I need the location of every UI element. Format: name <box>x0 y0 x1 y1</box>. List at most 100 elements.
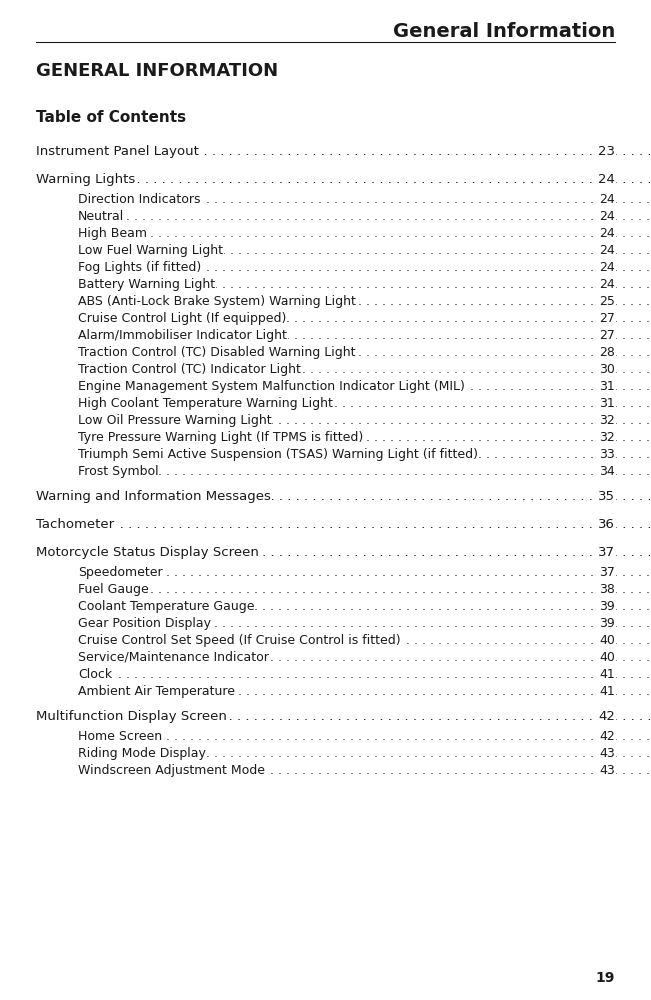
Text: Multifunction Display Screen: Multifunction Display Screen <box>36 710 227 723</box>
Text: Fuel Gauge: Fuel Gauge <box>78 583 148 596</box>
Text: Home Screen: Home Screen <box>78 730 162 743</box>
Text: . . . . . . . . . . . . . . . . . . . . . . . . . . . . . . . . . . . . . . . . : . . . . . . . . . . . . . . . . . . . . … <box>78 431 651 444</box>
Text: Cruise Control Set Speed (If Cruise Control is fitted): Cruise Control Set Speed (If Cruise Cont… <box>78 634 400 647</box>
Text: 43: 43 <box>600 764 615 777</box>
Text: 28: 28 <box>599 346 615 359</box>
Text: 24: 24 <box>600 278 615 291</box>
Text: Instrument Panel Layout: Instrument Panel Layout <box>36 145 199 158</box>
Text: Engine Management System Malfunction Indicator Light (MIL): Engine Management System Malfunction Ind… <box>78 380 465 393</box>
Text: Speedometer: Speedometer <box>78 566 163 579</box>
Text: . . . . . . . . . . . . . . . . . . . . . . . . . . . . . . . . . . . . . . . . : . . . . . . . . . . . . . . . . . . . . … <box>78 685 651 698</box>
Text: . . . . . . . . . . . . . . . . . . . . . . . . . . . . . . . . . . . . . . . . : . . . . . . . . . . . . . . . . . . . . … <box>78 747 651 760</box>
Text: 38: 38 <box>599 583 615 596</box>
Text: 40: 40 <box>599 634 615 647</box>
Text: 37: 37 <box>599 566 615 579</box>
Text: High Coolant Temperature Warning Light: High Coolant Temperature Warning Light <box>78 397 333 410</box>
Text: . . . . . . . . . . . . . . . . . . . . . . . . . . . . . . . . . . . . . . . . : . . . . . . . . . . . . . . . . . . . . … <box>78 312 651 325</box>
Text: . . . . . . . . . . . . . . . . . . . . . . . . . . . . . . . . . . . . . . . . : . . . . . . . . . . . . . . . . . . . . … <box>78 210 651 223</box>
Text: Table of Contents: Table of Contents <box>36 110 186 125</box>
Text: 42: 42 <box>598 710 615 723</box>
Text: 31: 31 <box>600 380 615 393</box>
Text: . . . . . . . . . . . . . . . . . . . . . . . . . . . . . . . . . . . . . . . . : . . . . . . . . . . . . . . . . . . . . … <box>78 566 651 579</box>
Text: 31: 31 <box>600 397 615 410</box>
Text: Low Oil Pressure Warning Light: Low Oil Pressure Warning Light <box>78 414 271 427</box>
Text: . . . . . . . . . . . . . . . . . . . . . . . . . . . . . . . . . . . . . . . . : . . . . . . . . . . . . . . . . . . . . … <box>78 583 651 596</box>
Text: GENERAL INFORMATION: GENERAL INFORMATION <box>36 62 278 80</box>
Text: 24: 24 <box>600 227 615 240</box>
Text: Warning and Information Messages: Warning and Information Messages <box>36 490 271 503</box>
Text: 24: 24 <box>600 244 615 257</box>
Text: Tachometer: Tachometer <box>36 518 114 531</box>
Text: . . . . . . . . . . . . . . . . . . . . . . . . . . . . . . . . . . . . . . . . : . . . . . . . . . . . . . . . . . . . . … <box>78 397 651 410</box>
Text: . . . . . . . . . . . . . . . . . . . . . . . . . . . . . . . . . . . . . . . . : . . . . . . . . . . . . . . . . . . . . … <box>78 465 651 478</box>
Text: 25: 25 <box>599 295 615 308</box>
Text: . . . . . . . . . . . . . . . . . . . . . . . . . . . . . . . . . . . . . . . . : . . . . . . . . . . . . . . . . . . . . … <box>78 764 651 777</box>
Text: . . . . . . . . . . . . . . . . . . . . . . . . . . . . . . . . . . . . . . . . : . . . . . . . . . . . . . . . . . . . . … <box>78 261 651 274</box>
Text: 32: 32 <box>600 431 615 444</box>
Text: 30: 30 <box>599 363 615 376</box>
Text: . . . . . . . . . . . . . . . . . . . . . . . . . . . . . . . . . . . . . . . . : . . . . . . . . . . . . . . . . . . . . … <box>78 295 651 308</box>
Text: Riding Mode Display: Riding Mode Display <box>78 747 206 760</box>
Text: . . . . . . . . . . . . . . . . . . . . . . . . . . . . . . . . . . . . . . . . : . . . . . . . . . . . . . . . . . . . . … <box>78 363 651 376</box>
Text: 27: 27 <box>599 329 615 342</box>
Text: . . . . . . . . . . . . . . . . . . . . . . . . . . . . . . . . . . . . . . . . : . . . . . . . . . . . . . . . . . . . . … <box>78 329 651 342</box>
Text: 37: 37 <box>598 546 615 559</box>
Text: 34: 34 <box>600 465 615 478</box>
Text: Traction Control (TC) Disabled Warning Light: Traction Control (TC) Disabled Warning L… <box>78 346 355 359</box>
Text: 33: 33 <box>600 448 615 461</box>
Text: Warning Lights: Warning Lights <box>36 173 135 186</box>
Text: Clock: Clock <box>78 668 112 681</box>
Text: . . . . . . . . . . . . . . . . . . . . . . . . . . . . . . . . . . . . . . . . : . . . . . . . . . . . . . . . . . . . . … <box>78 227 651 240</box>
Text: 27: 27 <box>599 312 615 325</box>
Text: Coolant Temperature Gauge: Coolant Temperature Gauge <box>78 600 255 613</box>
Text: . . . . . . . . . . . . . . . . . . . . . . . . . . . . . . . . . . . . . . . . : . . . . . . . . . . . . . . . . . . . . … <box>36 710 651 723</box>
Text: 24: 24 <box>600 210 615 223</box>
Text: . . . . . . . . . . . . . . . . . . . . . . . . . . . . . . . . . . . . . . . . : . . . . . . . . . . . . . . . . . . . . … <box>78 617 651 630</box>
Text: . . . . . . . . . . . . . . . . . . . . . . . . . . . . . . . . . . . . . . . . : . . . . . . . . . . . . . . . . . . . . … <box>78 380 651 393</box>
Text: . . . . . . . . . . . . . . . . . . . . . . . . . . . . . . . . . . . . . . . . : . . . . . . . . . . . . . . . . . . . . … <box>78 193 651 206</box>
Text: Battery Warning Light: Battery Warning Light <box>78 278 215 291</box>
Text: Traction Control (TC) Indicator Light: Traction Control (TC) Indicator Light <box>78 363 301 376</box>
Text: 19: 19 <box>596 971 615 985</box>
Text: . . . . . . . . . . . . . . . . . . . . . . . . . . . . . . . . . . . . . . . . : . . . . . . . . . . . . . . . . . . . . … <box>78 448 651 461</box>
Text: 42: 42 <box>600 730 615 743</box>
Text: Fog Lights (if fitted): Fog Lights (if fitted) <box>78 261 201 274</box>
Text: ABS (Anti-Lock Brake System) Warning Light: ABS (Anti-Lock Brake System) Warning Lig… <box>78 295 356 308</box>
Text: Service/Maintenance Indicator: Service/Maintenance Indicator <box>78 651 269 664</box>
Text: 36: 36 <box>598 518 615 531</box>
Text: . . . . . . . . . . . . . . . . . . . . . . . . . . . . . . . . . . . . . . . . : . . . . . . . . . . . . . . . . . . . . … <box>78 634 651 647</box>
Text: 24: 24 <box>598 173 615 186</box>
Text: General Information: General Information <box>393 22 615 41</box>
Text: Gear Position Display: Gear Position Display <box>78 617 211 630</box>
Text: . . . . . . . . . . . . . . . . . . . . . . . . . . . . . . . . . . . . . . . . : . . . . . . . . . . . . . . . . . . . . … <box>78 651 651 664</box>
Text: 24: 24 <box>600 193 615 206</box>
Text: Alarm/Immobiliser Indicator Light: Alarm/Immobiliser Indicator Light <box>78 329 287 342</box>
Text: . . . . . . . . . . . . . . . . . . . . . . . . . . . . . . . . . . . . . . . . : . . . . . . . . . . . . . . . . . . . . … <box>78 668 651 681</box>
Text: . . . . . . . . . . . . . . . . . . . . . . . . . . . . . . . . . . . . . . . . : . . . . . . . . . . . . . . . . . . . . … <box>36 173 651 186</box>
Text: 23: 23 <box>598 145 615 158</box>
Text: 35: 35 <box>598 490 615 503</box>
Text: . . . . . . . . . . . . . . . . . . . . . . . . . . . . . . . . . . . . . . . . : . . . . . . . . . . . . . . . . . . . . … <box>78 278 651 291</box>
Text: Low Fuel Warning Light: Low Fuel Warning Light <box>78 244 223 257</box>
Text: Cruise Control Light (If equipped): Cruise Control Light (If equipped) <box>78 312 286 325</box>
Text: Neutral: Neutral <box>78 210 124 223</box>
Text: 39: 39 <box>600 600 615 613</box>
Text: 24: 24 <box>600 261 615 274</box>
Text: 41: 41 <box>600 685 615 698</box>
Text: 43: 43 <box>600 747 615 760</box>
Text: . . . . . . . . . . . . . . . . . . . . . . . . . . . . . . . . . . . . . . . . : . . . . . . . . . . . . . . . . . . . . … <box>78 730 651 743</box>
Text: . . . . . . . . . . . . . . . . . . . . . . . . . . . . . . . . . . . . . . . . : . . . . . . . . . . . . . . . . . . . . … <box>78 600 651 613</box>
Text: . . . . . . . . . . . . . . . . . . . . . . . . . . . . . . . . . . . . . . . . : . . . . . . . . . . . . . . . . . . . . … <box>36 518 651 531</box>
Text: Triumph Semi Active Suspension (TSAS) Warning Light (if fitted): Triumph Semi Active Suspension (TSAS) Wa… <box>78 448 478 461</box>
Text: Direction Indicators: Direction Indicators <box>78 193 201 206</box>
Text: High Beam: High Beam <box>78 227 147 240</box>
Text: . . . . . . . . . . . . . . . . . . . . . . . . . . . . . . . . . . . . . . . . : . . . . . . . . . . . . . . . . . . . . … <box>78 414 651 427</box>
Text: . . . . . . . . . . . . . . . . . . . . . . . . . . . . . . . . . . . . . . . . : . . . . . . . . . . . . . . . . . . . . … <box>36 546 651 559</box>
Text: . . . . . . . . . . . . . . . . . . . . . . . . . . . . . . . . . . . . . . . . : . . . . . . . . . . . . . . . . . . . . … <box>36 145 651 158</box>
Text: 39: 39 <box>600 617 615 630</box>
Text: Ambient Air Temperature: Ambient Air Temperature <box>78 685 235 698</box>
Text: Windscreen Adjustment Mode: Windscreen Adjustment Mode <box>78 764 265 777</box>
Text: . . . . . . . . . . . . . . . . . . . . . . . . . . . . . . . . . . . . . . . . : . . . . . . . . . . . . . . . . . . . . … <box>78 244 651 257</box>
Text: 40: 40 <box>599 651 615 664</box>
Text: 41: 41 <box>600 668 615 681</box>
